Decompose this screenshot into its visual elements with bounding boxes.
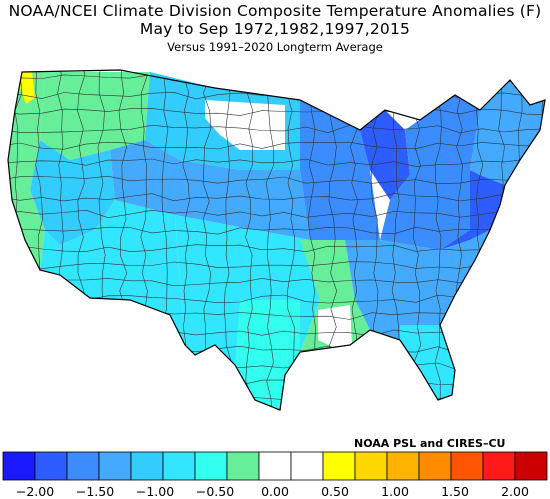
- colorbar-swatch: [2, 451, 36, 481]
- colorbar-tick-label: 1.50: [441, 484, 469, 499]
- division-line: [8, 277, 545, 287]
- division-line: [8, 209, 545, 219]
- colorbar-swatch: [386, 451, 420, 481]
- colorbar-swatch: [130, 451, 164, 481]
- colorbar-swatch: [290, 451, 324, 481]
- division-line: [245, 70, 254, 410]
- title-line-1: NOAA/NCEI Climate Division Composite Tem…: [8, 2, 542, 20]
- colorbar-tick-label: 1.00: [381, 484, 409, 499]
- division-line: [286, 70, 295, 410]
- colorbar-swatch: [162, 451, 196, 481]
- region-great-basin: [30, 140, 115, 245]
- division-line: [8, 226, 545, 235]
- division-line: [8, 124, 545, 134]
- colorbar-swatch: [98, 451, 132, 481]
- region-midwest: [300, 100, 380, 240]
- colorbar-tick-label: −1.00: [135, 484, 175, 499]
- colorbar-swatch: [450, 451, 484, 481]
- region-mid-atlantic: [440, 170, 505, 250]
- colorbar-swatch: [322, 451, 356, 481]
- division-line: [8, 108, 545, 116]
- division-line: [8, 244, 545, 253]
- title-line-2: May to Sep 1972,1982,1997,2015: [139, 20, 411, 38]
- colorbar-swatch: [66, 451, 100, 481]
- region-northwest: [40, 72, 150, 160]
- division-line: [8, 261, 545, 270]
- title-line-3: Versus 1991–2020 Longterm Average: [167, 40, 383, 54]
- colorbar-tick-label: −0.50: [195, 484, 235, 499]
- region-west-coast: [8, 72, 45, 270]
- division-line: [223, 70, 233, 410]
- credit-text: NOAA PSL and CIRES–CU: [354, 437, 506, 450]
- region-dakotas-core: [205, 100, 285, 150]
- colorbar-swatch: [194, 451, 228, 481]
- colorbar-swatch: [482, 451, 516, 481]
- colorbar-swatch: [34, 451, 68, 481]
- colorbar-swatch: [226, 451, 260, 481]
- region-southwest: [40, 200, 185, 345]
- colorbar-tick-label: −2.00: [15, 484, 55, 499]
- colorbar-ticks: −2.00 −1.50 −1.00 −0.50 0.00 0.50 1.00 1…: [0, 484, 550, 499]
- division-line: [8, 193, 545, 202]
- colorbar-swatch: [258, 451, 292, 481]
- colorbar-swatch: [418, 451, 452, 481]
- region-washington-hotspot: [20, 72, 35, 104]
- us-outline: [7, 69, 546, 411]
- region-louisiana-white: [318, 305, 352, 348]
- region-central-plains: [110, 140, 310, 240]
- division-line: [433, 70, 442, 410]
- colorbar-swatch: [514, 451, 548, 481]
- region-northeast: [380, 95, 480, 250]
- colorbar-tick-label: 0.50: [321, 484, 349, 499]
- colorbar-swatch: [354, 451, 388, 481]
- colorbar-tick-label: 0.00: [261, 484, 289, 499]
- region-southeast: [345, 230, 490, 340]
- region-michigan: [360, 110, 410, 200]
- region-florida: [400, 325, 455, 400]
- division-line: [8, 175, 545, 185]
- division-line: [8, 158, 545, 167]
- colorbar-tick-label: 2.00: [501, 484, 529, 499]
- division-line: [265, 70, 275, 410]
- colorbar-tick-label: −1.50: [75, 484, 115, 499]
